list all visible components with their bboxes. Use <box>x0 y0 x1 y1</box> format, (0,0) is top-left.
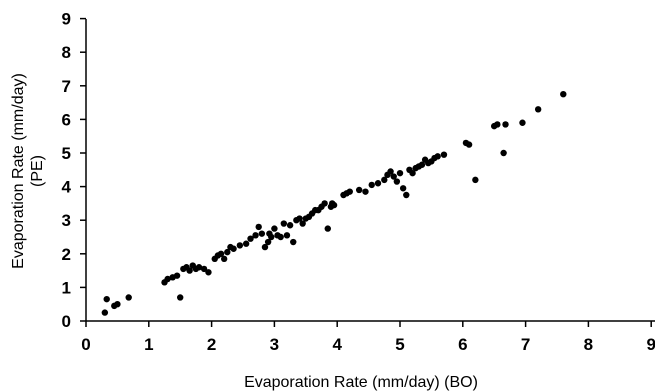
data-point <box>271 225 278 232</box>
data-point <box>264 238 272 246</box>
data-point <box>440 151 448 158</box>
data-point <box>393 178 401 185</box>
data-point <box>224 248 231 256</box>
data-point <box>299 220 306 227</box>
y-tick-label: 1 <box>62 278 71 297</box>
data-point <box>409 169 416 177</box>
data-point <box>236 242 244 249</box>
data-point <box>220 255 228 263</box>
data-point <box>255 223 262 231</box>
y-tick-label: 0 <box>62 312 71 331</box>
x-tick-label: 2 <box>207 335 216 354</box>
x-tick-label: 0 <box>81 335 90 354</box>
x-axis-ticks: 0 1 2 3 4 5 6 7 8 9 <box>81 321 655 354</box>
x-tick-label: 8 <box>584 335 593 354</box>
data-point <box>177 294 184 301</box>
data-point <box>164 275 171 283</box>
data-point <box>472 176 479 184</box>
data-point <box>387 168 394 175</box>
data-points <box>101 91 567 316</box>
data-point <box>173 272 181 279</box>
x-tick-label: 6 <box>458 335 467 354</box>
y-tick-label: 7 <box>62 77 71 96</box>
y-tick-label: 9 <box>62 10 71 29</box>
data-point <box>252 232 259 239</box>
data-point <box>247 235 254 242</box>
data-point <box>290 238 297 246</box>
data-point <box>494 121 501 128</box>
data-point <box>390 173 397 180</box>
x-tick-label: 4 <box>332 335 342 354</box>
data-point <box>500 149 507 157</box>
data-point <box>103 295 110 303</box>
y-tick-label: 6 <box>62 110 71 129</box>
data-point <box>330 201 338 209</box>
data-point <box>368 181 375 189</box>
y-axis-title-line2: (PE) <box>29 155 46 187</box>
data-point <box>519 119 526 126</box>
data-point <box>346 188 353 195</box>
data-point <box>200 265 208 273</box>
data-point <box>280 220 288 227</box>
data-point <box>125 294 132 301</box>
data-point <box>534 106 542 113</box>
x-axis-title: Evaporation Rate (mm/day) (BO) <box>244 374 478 391</box>
data-point <box>283 232 291 239</box>
data-point <box>296 215 303 222</box>
data-point <box>396 169 404 177</box>
data-point <box>217 250 225 257</box>
data-point <box>114 301 121 308</box>
data-point <box>403 191 410 199</box>
data-point <box>205 269 212 276</box>
y-axis-title-line1: Evaporation Rate (mm/day) <box>10 73 27 269</box>
data-point <box>186 267 193 274</box>
x-tick-label: 7 <box>521 335 530 354</box>
data-point <box>374 180 382 187</box>
y-tick-label: 4 <box>62 178 72 197</box>
data-point <box>399 185 407 192</box>
data-point <box>418 161 426 168</box>
data-point <box>286 222 294 229</box>
y-axis-ticks: 0 1 2 3 4 5 6 7 8 9 <box>62 10 86 331</box>
data-point <box>258 230 266 237</box>
x-tick-label: 3 <box>270 335 279 354</box>
data-point <box>195 264 203 271</box>
data-point <box>261 243 269 251</box>
data-point <box>324 225 331 232</box>
data-point <box>230 245 237 252</box>
data-point <box>101 309 109 316</box>
data-point <box>268 233 275 241</box>
data-point <box>434 153 441 160</box>
y-tick-label: 2 <box>62 245 71 264</box>
data-point <box>355 186 363 194</box>
x-tick-label: 9 <box>646 335 655 354</box>
data-point <box>381 176 388 184</box>
data-point <box>242 240 250 247</box>
data-point <box>277 233 284 241</box>
data-point <box>560 91 567 98</box>
data-point <box>362 188 369 195</box>
y-tick-label: 8 <box>62 43 71 62</box>
data-point <box>465 141 473 148</box>
y-tick-label: 5 <box>62 144 71 163</box>
x-tick-label: 5 <box>395 335 404 354</box>
data-point <box>321 200 328 207</box>
x-tick-label: 1 <box>144 335 153 354</box>
plot-area: 0 1 2 3 4 5 6 7 8 9 0 1 2 3 4 5 6 7 8 9 <box>62 10 655 354</box>
y-tick-label: 3 <box>62 211 71 230</box>
data-point <box>502 121 509 128</box>
